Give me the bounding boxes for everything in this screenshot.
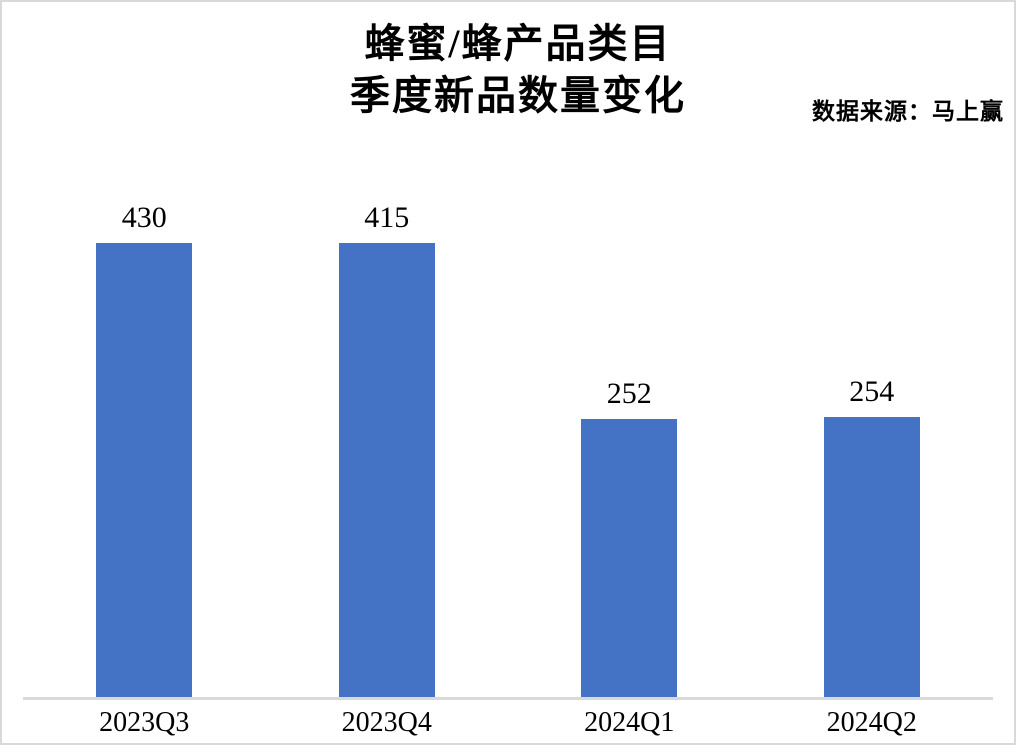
data-source-note: 数据来源：马上赢 — [812, 99, 1004, 124]
bar — [338, 243, 435, 698]
bar-value-label: 254 — [849, 374, 895, 408]
bar-value-label: 415 — [364, 201, 410, 234]
bar-slot: 254 — [751, 200, 994, 698]
chart-title-line2: 季度新品数量变化 — [350, 73, 686, 118]
bar-slot: 252 — [508, 200, 751, 698]
bar-value-label: 430 — [121, 201, 167, 234]
plot-area: 430 415 252 254 — [23, 200, 993, 698]
x-axis-label: 2024Q2 — [826, 707, 917, 738]
x-axis-label: 2023Q3 — [99, 707, 190, 738]
x-axis-line — [23, 697, 993, 700]
bar-slot: 415 — [266, 200, 509, 698]
bar — [581, 419, 678, 698]
bar-slot: 430 — [23, 200, 266, 698]
chart-title-line1: 蜂蜜/蜂产品类目 — [364, 21, 672, 66]
bar-value-label: 252 — [606, 377, 652, 411]
bar — [823, 416, 920, 698]
x-axis-labels: 2023Q3 2023Q4 2024Q1 2024Q2 — [23, 706, 993, 740]
x-axis-label: 2024Q1 — [584, 707, 675, 738]
chart-title: 蜂蜜/蜂产品类目 季度新品数量变化 — [0, 18, 1018, 122]
bar — [96, 243, 193, 698]
x-axis-label: 2023Q4 — [341, 707, 432, 738]
